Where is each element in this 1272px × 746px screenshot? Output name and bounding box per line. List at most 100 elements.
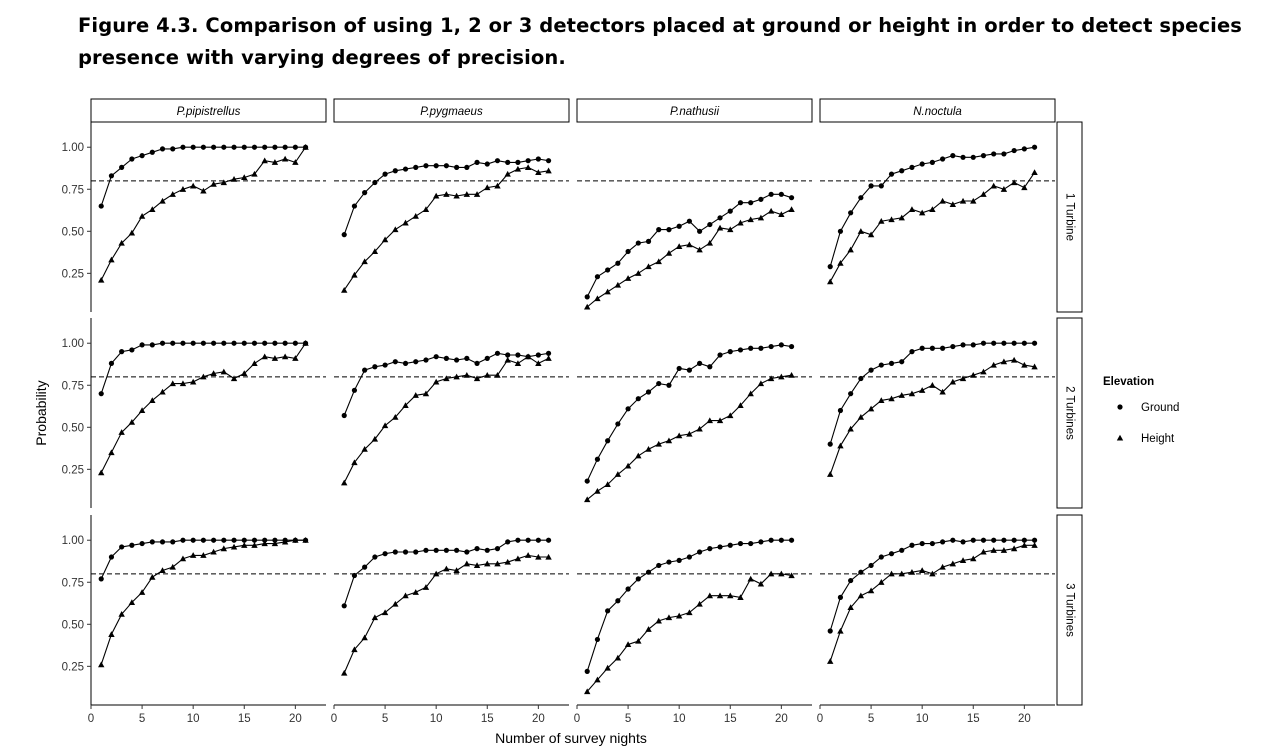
height-point <box>1000 547 1008 553</box>
strip-label: P.nathusii <box>670 106 719 118</box>
series-ground <box>341 156 552 238</box>
height-point <box>827 471 834 477</box>
ground-point <box>454 357 460 363</box>
ground-point <box>221 144 227 150</box>
ground-point <box>950 537 956 543</box>
ground-point <box>382 362 388 368</box>
ground-point <box>919 540 925 547</box>
y-tick-label: 0.50 <box>62 422 84 434</box>
ground-point <box>545 537 552 543</box>
ground-point <box>159 146 166 152</box>
height-point <box>494 371 501 378</box>
ground-point <box>594 456 601 462</box>
height-line <box>100 146 307 281</box>
ground-point <box>1031 340 1038 346</box>
ground-point <box>878 554 884 560</box>
height-point <box>970 197 977 204</box>
ground-point <box>200 340 206 346</box>
ground-line <box>829 342 1035 445</box>
ground-point <box>1011 537 1017 543</box>
height-point <box>686 241 693 248</box>
height-point <box>108 449 115 456</box>
x-tick-label: 15 <box>481 713 494 725</box>
x-tick-label: 5 <box>139 713 145 725</box>
height-point <box>535 169 542 176</box>
ground-point <box>666 227 672 233</box>
panel-3-turbines-p-pygmaeus <box>334 537 569 676</box>
facet-strips: P.pipistrellus P.pygmaeus P.nathusii N.noct… <box>90 98 1083 706</box>
ground-point <box>454 164 460 170</box>
series-ground <box>827 144 1038 270</box>
ground-point <box>362 367 368 373</box>
ground-point <box>119 544 125 550</box>
height-point <box>990 361 997 368</box>
height-point <box>463 191 471 197</box>
height-point <box>757 580 765 587</box>
ground-point <box>707 221 713 228</box>
ground-point <box>605 267 611 273</box>
panel-2-turbines-n-noctula <box>820 340 1055 477</box>
height-point <box>159 197 166 204</box>
height-point <box>473 562 481 569</box>
height-point <box>504 558 511 565</box>
height-point <box>827 278 834 285</box>
axes: 0.25 0.50 0.75 1.00 0.25 0.50 0.75 1.00 0.25 0.50… <box>33 122 1055 746</box>
ground-point <box>888 171 895 177</box>
height-point <box>980 368 987 375</box>
height-line <box>343 554 549 674</box>
height-point <box>292 355 299 361</box>
ground-point <box>392 549 398 555</box>
height-point <box>230 375 238 382</box>
height-point <box>220 545 228 552</box>
height-point <box>443 375 450 382</box>
height-point <box>210 370 217 377</box>
height-point <box>878 397 885 403</box>
ground-point <box>899 547 905 553</box>
ground-point <box>594 636 601 643</box>
x-tick-label: 15 <box>724 713 737 725</box>
height-point <box>584 496 591 503</box>
x-axis-p-pygmaeus: 0 5 10 15 20 <box>331 704 569 725</box>
ground-point <box>1031 537 1038 543</box>
height-point <box>361 445 368 452</box>
ground-point <box>960 154 966 160</box>
height-point <box>118 429 125 435</box>
y-axis-1-turbine: 0.25 0.50 0.75 1.00 <box>62 122 92 312</box>
ground-point <box>129 542 135 548</box>
ground-point <box>372 364 378 370</box>
ground-point <box>282 144 288 150</box>
height-point <box>1000 186 1008 192</box>
x-tick-label: 10 <box>187 713 200 725</box>
height-point <box>867 231 875 238</box>
ground-point <box>251 340 258 346</box>
height-point <box>302 537 309 543</box>
ground-point <box>888 551 895 557</box>
height-point <box>716 224 724 231</box>
series-ground <box>341 537 552 609</box>
ground-point <box>635 240 641 246</box>
height-line <box>586 208 792 308</box>
height-point <box>361 634 368 641</box>
ground-point <box>717 544 723 550</box>
ground-point <box>443 163 449 169</box>
ground-point <box>717 352 723 358</box>
strip-label: N.noctula <box>913 106 962 118</box>
height-point <box>453 192 460 199</box>
ground-point <box>341 232 347 238</box>
ground-point <box>464 355 470 361</box>
x-tick-label: 0 <box>331 713 337 725</box>
series-height <box>584 570 795 695</box>
panel-2-turbines-p-pygmaeus <box>334 350 569 486</box>
ground-point <box>827 441 833 447</box>
height-point <box>847 246 854 253</box>
ground-point <box>676 557 682 563</box>
ground-point <box>474 159 480 165</box>
height-point <box>1021 361 1028 368</box>
height-point <box>1031 363 1038 370</box>
height-point <box>514 165 522 172</box>
height-point <box>898 392 905 398</box>
ground-point <box>200 537 206 543</box>
ground-point <box>858 195 864 201</box>
x-tick-label: 5 <box>382 713 388 725</box>
